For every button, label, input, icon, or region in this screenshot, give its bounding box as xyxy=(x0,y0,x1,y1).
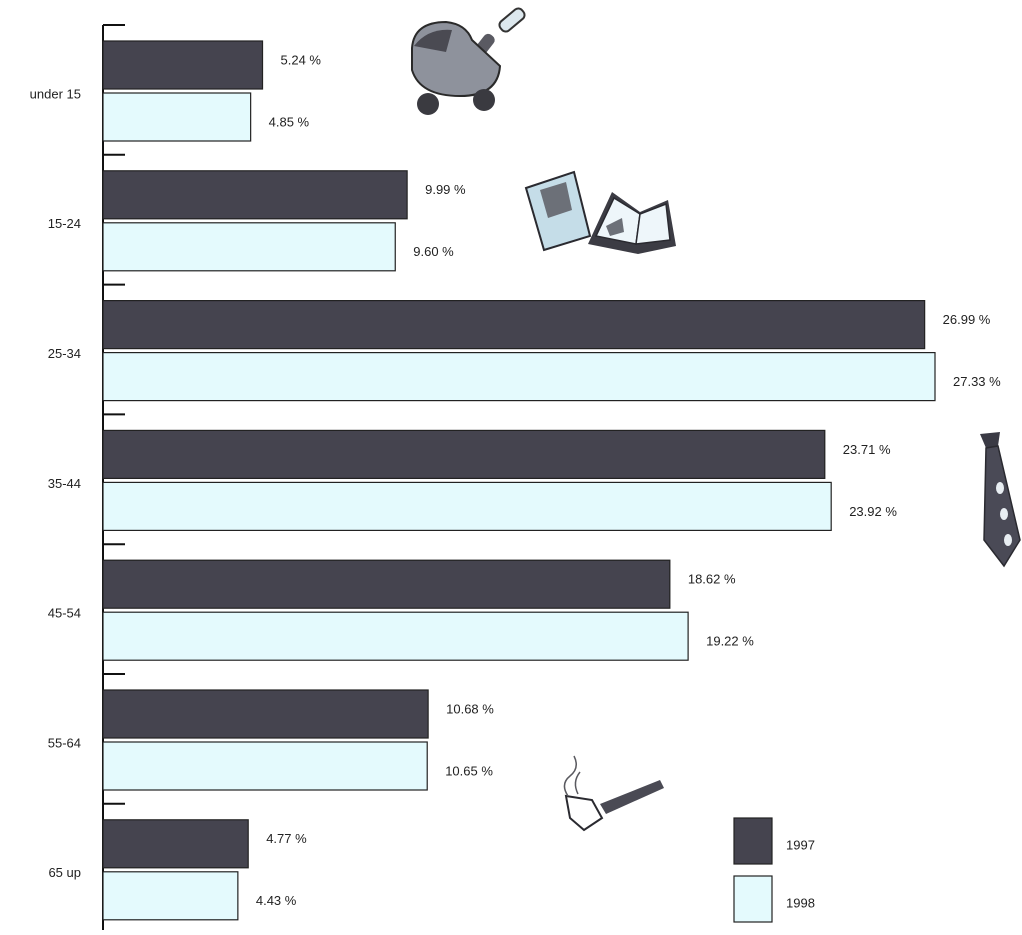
value-label: 23.92 % xyxy=(849,504,897,519)
bar-1997 xyxy=(102,300,926,350)
category-label: 15-24 xyxy=(48,216,81,231)
value-label: 4.77 % xyxy=(266,831,307,846)
bar-1997 xyxy=(102,170,408,220)
legend-label: 1998 xyxy=(786,895,815,910)
value-label: 10.68 % xyxy=(446,701,494,716)
category-label: 25-34 xyxy=(48,346,81,361)
category-label: 45-54 xyxy=(48,606,81,621)
bar-1998 xyxy=(102,92,252,142)
value-label: 27.33 % xyxy=(953,374,1001,389)
value-label: 23.71 % xyxy=(843,442,891,457)
category-label: 35-44 xyxy=(48,476,81,491)
books-icon xyxy=(524,170,676,254)
bar-1998 xyxy=(102,611,689,661)
bar-1997 xyxy=(102,559,671,609)
legend: 1997 1998 xyxy=(733,817,815,923)
value-label: 4.85 % xyxy=(269,114,310,129)
bar-1998 xyxy=(102,871,239,921)
category-label: 55-64 xyxy=(48,735,81,750)
bar-1997 xyxy=(102,429,826,479)
bar-1998 xyxy=(102,741,428,791)
bar-1998 xyxy=(102,481,832,531)
stroller-icon xyxy=(411,7,526,115)
value-label: 4.43 % xyxy=(256,893,297,908)
category-label: under 15 xyxy=(30,86,81,101)
axis-ticks xyxy=(103,24,125,805)
legend-swatch-1997 xyxy=(733,817,773,865)
bar-1998 xyxy=(102,352,936,402)
value-label: 19.22 % xyxy=(706,634,754,649)
value-label: 18.62 % xyxy=(688,572,736,587)
legend-swatch-1998 xyxy=(733,875,773,923)
pipe-icon xyxy=(563,755,664,832)
value-label: 9.99 % xyxy=(425,182,466,197)
bar-1997 xyxy=(102,40,264,90)
bar-1998 xyxy=(102,222,396,272)
value-label: 10.65 % xyxy=(445,763,493,778)
bar-1997 xyxy=(102,819,249,869)
bars-group: under 15 5.24 % 4.85 % 15-24 9.99 % 9.60 % 25-… xyxy=(30,40,1001,921)
category-label: 65 up xyxy=(48,865,81,880)
bar-1997 xyxy=(102,689,429,739)
value-label: 5.24 % xyxy=(281,52,322,67)
value-label: 26.99 % xyxy=(943,312,991,327)
legend-label: 1997 xyxy=(786,837,815,852)
value-label: 9.60 % xyxy=(413,244,454,259)
necktie-icon xyxy=(980,432,1021,568)
